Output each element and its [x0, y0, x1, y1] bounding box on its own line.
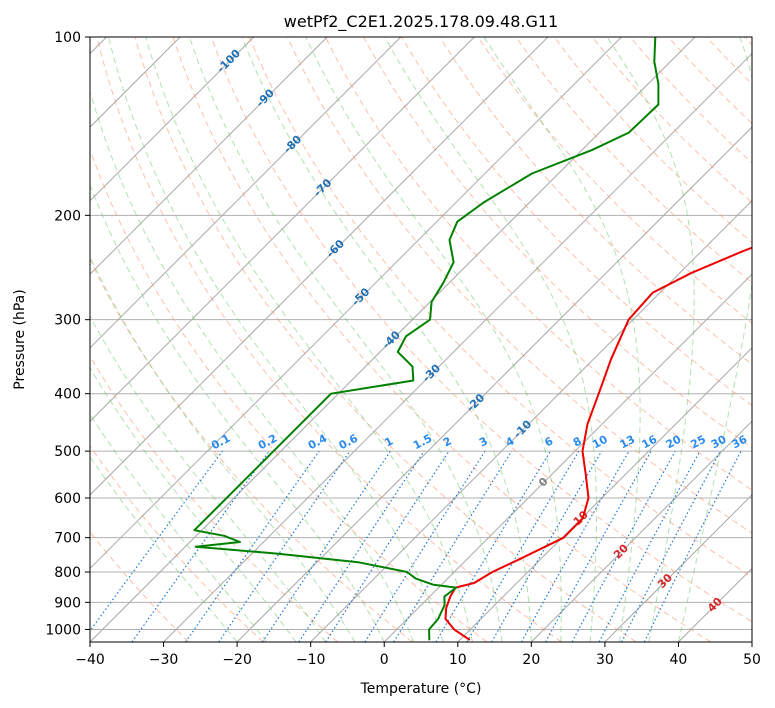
mixing-ratio-line	[90, 450, 223, 632]
dry-adiabat-line	[401, 37, 752, 407]
isotherm-line	[90, 37, 475, 423]
mixing-ratio-label: 10	[590, 433, 610, 452]
mixing-ratio-line	[131, 450, 270, 642]
y-tick-label: 300	[54, 313, 81, 329]
isotherm-line	[90, 37, 622, 570]
x-tick-label: −30	[149, 652, 179, 668]
dry-adiabat-line	[134, 37, 637, 642]
mixing-ratio-label: 36	[730, 433, 750, 452]
mixing-ratio-line	[571, 450, 676, 642]
moist-adiabat-line	[483, 37, 641, 642]
y-tick-label: 900	[54, 595, 81, 611]
x-tick-label: 20	[522, 652, 540, 668]
isotherm-line	[90, 37, 255, 202]
isotherm-line	[90, 37, 696, 642]
dry-adiabat-line	[90, 445, 264, 642]
y-tick-label: 600	[54, 491, 81, 507]
isotherm-line	[236, 126, 752, 642]
dry-adiabat-line	[325, 37, 752, 491]
y-tick-label: 700	[54, 531, 81, 547]
moist-adiabat-line	[90, 255, 356, 642]
dry-adiabat-line	[591, 37, 752, 204]
moist-adiabat-line	[384, 37, 597, 642]
mixing-ratio-line	[185, 450, 320, 642]
moist-adiabat-line	[90, 413, 267, 642]
y-tick-label: 200	[54, 208, 81, 224]
isotherm-line	[90, 37, 328, 275]
chart-title: wetPf2_C2E1.2025.178.09.48.G11	[284, 12, 558, 32]
x-tick-label: 50	[743, 652, 761, 668]
mixing-ratio-label: 16	[640, 433, 660, 452]
mixing-ratio-line	[520, 450, 630, 642]
dry-adiabat-line	[286, 37, 752, 534]
isotherm-line	[90, 37, 402, 349]
isotherm-line	[604, 494, 752, 642]
x-tick-label: 0	[380, 652, 389, 668]
y-tick-label: 500	[54, 444, 81, 460]
mixing-ratio-label: 30	[709, 433, 729, 452]
mixing-ratio-line	[325, 450, 450, 642]
dry-adiabat-line	[210, 37, 752, 623]
mixing-ratio-line	[393, 450, 513, 642]
moist-adiabat-line	[305, 37, 562, 642]
x-tick-label: 40	[670, 652, 688, 668]
y-tick-label: 100	[54, 30, 81, 46]
moist-adiabat-line	[241, 37, 532, 642]
y-axis-label: Pressure (hPa)	[12, 289, 28, 389]
x-tick-label: 30	[596, 652, 614, 668]
moist-adiabat-line	[606, 37, 695, 642]
moist-adiabat-line	[677, 37, 752, 642]
mixing-ratio-line	[545, 450, 652, 642]
isotherm-line	[383, 273, 752, 642]
dry-adiabat-line	[477, 37, 752, 324]
dewpoint-profile-line	[193, 37, 660, 641]
mixing-ratio-line	[218, 450, 351, 642]
x-tick-label: −40	[75, 652, 105, 668]
x-axis-label: Temperature (°C)	[360, 681, 482, 697]
mixing-ratio-line	[262, 450, 391, 642]
isotherm-line	[163, 52, 752, 642]
moist-adiabat-line	[90, 456, 238, 642]
dry-adiabat-line	[172, 37, 712, 642]
moist-adiabat-line	[108, 37, 444, 642]
mixing-ratio-label: 20	[664, 433, 684, 452]
moist-adiabat-line	[145, 37, 473, 642]
y-tick-label: 800	[54, 565, 81, 581]
isotherm-line	[90, 37, 549, 496]
y-tick-label: 400	[54, 387, 81, 403]
x-tick-label: 10	[449, 652, 467, 668]
x-tick-label: −10	[296, 652, 326, 668]
x-tick-label: −20	[222, 652, 252, 668]
mixing-ratio-label: 13	[618, 433, 638, 452]
dry-adiabat-line	[248, 37, 752, 578]
mixing-ratio-line	[298, 450, 425, 642]
dry-adiabat-line	[363, 37, 752, 449]
plot-frame	[89, 36, 753, 643]
y-tick-label: 1000	[45, 622, 81, 638]
mixing-ratio-label: 25	[688, 433, 708, 452]
moist-adiabat-line	[90, 89, 415, 642]
mixing-ratio-line	[643, 450, 742, 642]
dry-adiabat-line	[96, 37, 562, 642]
moist-adiabat-line	[90, 183, 385, 642]
tick-layer: −40 −30 −20 −10 0 10 20 30 40 50 100 200 300 400 500 60…	[45, 30, 761, 668]
dry-adiabat-line	[629, 37, 752, 164]
moist-adiabat-line	[189, 37, 503, 642]
